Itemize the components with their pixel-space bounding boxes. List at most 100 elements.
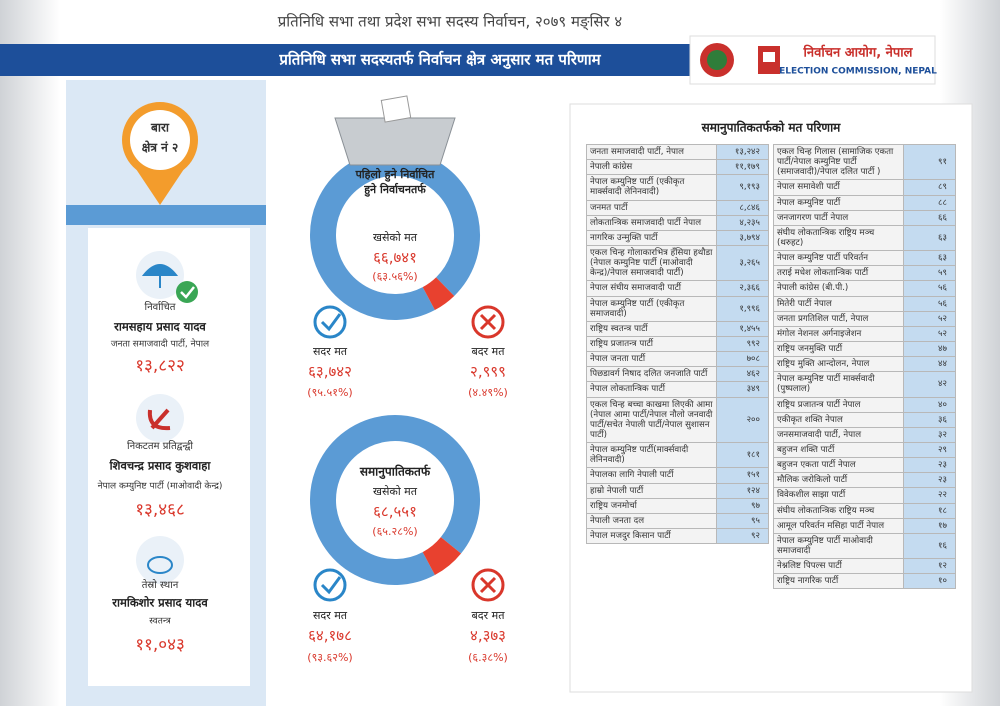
party-row: मितेरी पार्टी नेपाल ५६ — [773, 295, 956, 312]
party-row: लोकतान्त्रिक समाजवादी पार्टी नेपाल ४,२३५ — [586, 214, 769, 231]
party-row: नेपाल कम्युनिष्ट पार्टी परिवर्तन ६३ — [773, 250, 956, 267]
party-votes: ६३ — [903, 250, 956, 267]
party-name: नेपाल कम्युनिष्ट पार्टी (एकीकृत मार्क्सव… — [586, 174, 717, 201]
party-votes: ८,८४६ — [716, 199, 769, 216]
candidate-party: जनता समाजवादी पार्टी, नेपाल — [111, 338, 210, 350]
invalid-arc — [422, 277, 455, 311]
invalid-cross — [479, 313, 497, 331]
party-name: जनमत पार्टी — [586, 199, 717, 216]
party-votes: २०० — [716, 396, 769, 444]
party-votes: ४७ — [903, 340, 956, 358]
party-name: संघीय लोकतान्त्रिक राष्ट्रिय मञ्च — [773, 502, 904, 519]
party-name: नेपालका लागि नेपाली पार्टी — [586, 467, 717, 484]
party-votes: १६ — [903, 532, 956, 560]
party-name: नेपाली कांग्रेस (बी.पी.) — [773, 280, 904, 297]
party-name: पिछडावर्ग निषाद दलित जनजाति पार्टी — [586, 366, 717, 383]
party-name: नेपाल जनता पार्टी — [586, 351, 717, 368]
valid-check — [320, 313, 342, 332]
candidate-name: रामकिशोर प्रसाद यादव — [111, 596, 208, 610]
party-votes: २९ — [903, 441, 956, 459]
candidate-votes: १३,४६८ — [135, 500, 185, 520]
pr-valid-label: सदर मत — [313, 609, 348, 622]
party-name: हाम्रो नेपाली पार्टी — [586, 482, 717, 499]
ec-logo-inner — [763, 52, 775, 62]
party-name: एकल चिन्ह गिलास (सामाजिक एकता पार्टी/नेप… — [773, 143, 904, 181]
party-row: बहुजन एकता पार्टी नेपाल २३ — [773, 457, 956, 474]
party-row: राष्ट्रिय मुक्ति आन्दोलन, नेपाल ४४ — [773, 356, 956, 373]
party-votes: ४,२३५ — [716, 214, 769, 231]
candidate-name: शिवचन्द्र प्रसाद कुशवाहा — [109, 459, 212, 474]
party-name: राष्ट्रिय प्रजातन्त्र पार्टी नेपाल — [773, 396, 904, 413]
pr-invalid-percent: (६.३८%) — [468, 651, 508, 664]
constituency-number: क्षेत्र नं २ — [142, 141, 178, 155]
party-name: आमूल परिवर्तन मसिहा पार्टी नेपाल — [773, 517, 904, 534]
party-row: एकीकृत शक्ति नेपाल ३६ — [773, 411, 956, 428]
party-votes: १,९९६ — [716, 295, 769, 322]
party-name: जनजागरण पार्टी नेपाल — [773, 209, 904, 226]
party-votes: २,३६६ — [716, 280, 769, 297]
party-row: राष्ट्रिय स्वतन्त्र पार्टी १,४५५ — [586, 320, 769, 337]
party-name: बहुजन शक्ति पार्टी — [773, 441, 904, 459]
party-row: जनमत पार्टी ८,८४६ — [586, 199, 769, 216]
party-row: नेपाल कम्युनिष्ट पार्टी माओवादी समाजवादी… — [773, 532, 956, 560]
party-votes: ९२ — [716, 527, 769, 545]
party-votes: ७०८ — [716, 351, 769, 368]
party-row: जनता समाजवादी पार्टी, नेपाल १३,२४२ — [586, 143, 769, 161]
party-votes: १५१ — [716, 467, 769, 484]
party-row: नेपाल जनता पार्टी ७०८ — [586, 351, 769, 368]
valid-arc — [310, 415, 480, 585]
party-votes: १,४५५ — [716, 320, 769, 337]
party-votes: ४६२ — [716, 366, 769, 383]
party-votes: ३६ — [903, 411, 956, 428]
check-badge — [176, 281, 198, 303]
party-name: तराई मधेश लोकतान्त्रिक पार्टी — [773, 265, 904, 282]
party-row: नेश्नलिष्ट पिपल्स पार्टी १२ — [773, 558, 956, 575]
icons — [313, 305, 505, 602]
party-votes: १२४ — [716, 482, 769, 499]
table-title: समानुपातिकतर्फको मत परिणाम — [701, 121, 842, 136]
party-name: नेपाल लोकतान्त्रिक पार्टी — [586, 381, 717, 398]
party-row: एकल चिन्ह गोलाकारभित्र हँसिया हथौडा (नेप… — [586, 244, 769, 282]
party-name: नेपाल कम्युनिष्ट पार्टी परिवर्तन — [773, 250, 904, 267]
party-row: विवेकशील साझा पार्टी २२ — [773, 487, 956, 504]
title: प्रतिनिधि सभा सदस्यतर्फ निर्वाचन क्षेत्र… — [278, 51, 601, 70]
party-row: नेपाल संघीय समाजवादी पार्टी २,३६६ — [586, 280, 769, 297]
party-row: संघीय लोकतान्त्रिक राष्ट्रिय मञ्च १८ — [773, 502, 956, 519]
party-name: नेपाली कांग्रेस — [586, 159, 717, 176]
valid-icon — [313, 305, 347, 339]
party-votes: १३,२४२ — [716, 143, 769, 161]
party-name: नेपाल कम्युनिष्ट पार्टी मार्क्सवादी (पुष… — [773, 371, 904, 398]
party-votes: ४२ — [903, 371, 956, 398]
party-name: मितेरी पार्टी नेपाल — [773, 295, 904, 312]
umbrella — [141, 264, 179, 288]
candidate-name: रामसहाय प्रसाद यादव — [113, 320, 206, 334]
party-votes: ५६ — [903, 295, 956, 312]
party-row: संघीय लोकतान्त्रिक राष्ट्रिय मञ्च (थरुहट… — [773, 224, 956, 252]
fpp-valid-label: सदर मत — [313, 345, 348, 358]
party-row: जनसमाजवादी पार्टी, नेपाल ३२ — [773, 426, 956, 443]
valid-icon — [313, 568, 347, 602]
party-votes: ३४९ — [716, 381, 769, 398]
party-row: नेपाल कम्युनिष्ट पार्टी(मार्क्सवादी लेनि… — [586, 442, 769, 469]
party-row: जनजागरण पार्टी नेपाल ६६ — [773, 209, 956, 226]
party-name: राष्ट्रिय जनमोर्चा — [586, 497, 717, 514]
party-votes: ११,१७९ — [716, 159, 769, 176]
party-votes: १८ — [903, 502, 956, 519]
party-row: नागरिक उन्मुक्ति पार्टी ३,७९४ — [586, 229, 769, 246]
valid-check — [320, 576, 342, 595]
party-row: नेपाल लोकतान्त्रिक पार्टी ३४९ — [586, 381, 769, 398]
party-name: नेपाल मजदुर किसान पार्टी — [586, 527, 717, 545]
party-votes: ६३ — [903, 224, 956, 252]
party-votes: १० — [903, 573, 956, 590]
party-votes: ३,२६५ — [716, 244, 769, 282]
logo-subtext: ELECTION COMMISSION, NEPAL — [779, 67, 937, 77]
party-votes: १८१ — [716, 442, 769, 469]
party-votes: ५२ — [903, 310, 956, 327]
pr-cast-percent: (६५.२८%) — [372, 525, 417, 538]
party-name: नेपाल संघीय समाजवादी पार्टी — [586, 280, 717, 297]
party-name: नेपाल कम्युनिष्ट पार्टी(मार्क्सवादी लेनि… — [586, 442, 717, 469]
party-votes: २३ — [903, 457, 956, 474]
sickle — [147, 408, 171, 431]
ballot-paper — [380, 95, 412, 123]
party-row: नेपाल कम्युनिष्ट पार्टी (एकीकृत समाजवादी… — [586, 295, 769, 322]
